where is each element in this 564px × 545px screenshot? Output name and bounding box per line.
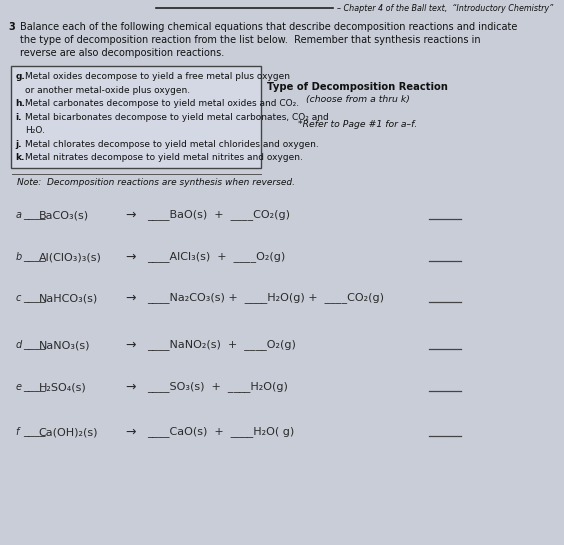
Text: ____: ____ — [24, 210, 46, 220]
Text: ____BaO(s)  +  ____CO₂(g): ____BaO(s) + ____CO₂(g) — [147, 209, 290, 221]
Text: 3: 3 — [8, 22, 15, 32]
Text: d: d — [15, 340, 21, 350]
Text: a: a — [15, 210, 21, 220]
Text: NaHCO₃(s): NaHCO₃(s) — [39, 293, 98, 303]
Text: →: → — [125, 209, 136, 221]
FancyBboxPatch shape — [11, 66, 261, 168]
Text: the type of decomposition reaction from the list below.  Remember that synthesis: the type of decomposition reaction from … — [20, 35, 481, 45]
Text: NaNO₃(s): NaNO₃(s) — [39, 340, 90, 350]
Text: ____: ____ — [24, 427, 46, 437]
Text: e: e — [15, 382, 21, 392]
Text: →: → — [125, 338, 136, 352]
Text: Metal chlorates decompose to yield metal chlorides and oxygen.: Metal chlorates decompose to yield metal… — [25, 140, 319, 148]
Text: ____CaO(s)  +  ____H₂O( g): ____CaO(s) + ____H₂O( g) — [147, 427, 294, 438]
Text: Ca(OH)₂(s): Ca(OH)₂(s) — [39, 427, 98, 437]
Text: – Chapter 4 of the Ball text,  “Introductory Chemistry”: – Chapter 4 of the Ball text, “Introduct… — [337, 4, 553, 13]
Text: →: → — [125, 292, 136, 305]
Text: g.: g. — [15, 72, 25, 81]
Text: c: c — [15, 293, 20, 303]
Text: j.: j. — [15, 140, 21, 148]
Text: Metal carbonates decompose to yield metal oxides and CO₂.: Metal carbonates decompose to yield meta… — [25, 99, 299, 108]
Text: f: f — [15, 427, 19, 437]
Text: ____: ____ — [24, 252, 46, 262]
Text: Metal oxides decompose to yield a free metal plus oxygen: Metal oxides decompose to yield a free m… — [25, 72, 290, 81]
Text: Al(ClO₃)₃(s): Al(ClO₃)₃(s) — [39, 252, 102, 262]
Text: (choose from a thru k): (choose from a thru k) — [306, 95, 410, 104]
Text: Note:  Decomposition reactions are synthesis when reversed.: Note: Decomposition reactions are synthe… — [17, 178, 295, 187]
Text: ____: ____ — [24, 293, 46, 303]
Text: ____NaNO₂(s)  +  ____O₂(g): ____NaNO₂(s) + ____O₂(g) — [147, 340, 296, 350]
Text: ____SO₃(s)  +  ____H₂O(g): ____SO₃(s) + ____H₂O(g) — [147, 382, 288, 392]
Text: ____: ____ — [24, 382, 46, 392]
Text: →: → — [125, 426, 136, 439]
Text: *Refer to Page #1 for a–f.: *Refer to Page #1 for a–f. — [298, 120, 417, 129]
Text: Metal bicarbonates decompose to yield metal carbonates, CO₂ and: Metal bicarbonates decompose to yield me… — [25, 112, 329, 122]
Text: Type of Decomposition Reaction: Type of Decomposition Reaction — [267, 82, 448, 92]
Text: ____AlCl₃(s)  +  ____O₂(g): ____AlCl₃(s) + ____O₂(g) — [147, 252, 285, 263]
Text: h.: h. — [15, 99, 25, 108]
Text: Metal nitrates decompose to yield metal nitrites and oxygen.: Metal nitrates decompose to yield metal … — [25, 153, 303, 162]
Text: Balance each of the following chemical equations that describe decomposition rea: Balance each of the following chemical e… — [20, 22, 518, 32]
Text: i.: i. — [15, 112, 21, 122]
Text: →: → — [125, 251, 136, 263]
Text: ____Na₂CO₃(s) +  ____H₂O(g) +  ____CO₂(g): ____Na₂CO₃(s) + ____H₂O(g) + ____CO₂(g) — [147, 293, 384, 304]
Text: BaCO₃(s): BaCO₃(s) — [39, 210, 89, 220]
Text: b: b — [15, 252, 21, 262]
Text: k.: k. — [15, 153, 24, 162]
Text: ____: ____ — [24, 340, 46, 350]
Text: or another metal-oxide plus oxygen.: or another metal-oxide plus oxygen. — [25, 86, 191, 94]
Text: H₂O.: H₂O. — [25, 126, 45, 135]
Text: →: → — [125, 380, 136, 393]
Text: H₂SO₄(s): H₂SO₄(s) — [39, 382, 86, 392]
Text: reverse are also decomposition reactions.: reverse are also decomposition reactions… — [20, 48, 224, 58]
